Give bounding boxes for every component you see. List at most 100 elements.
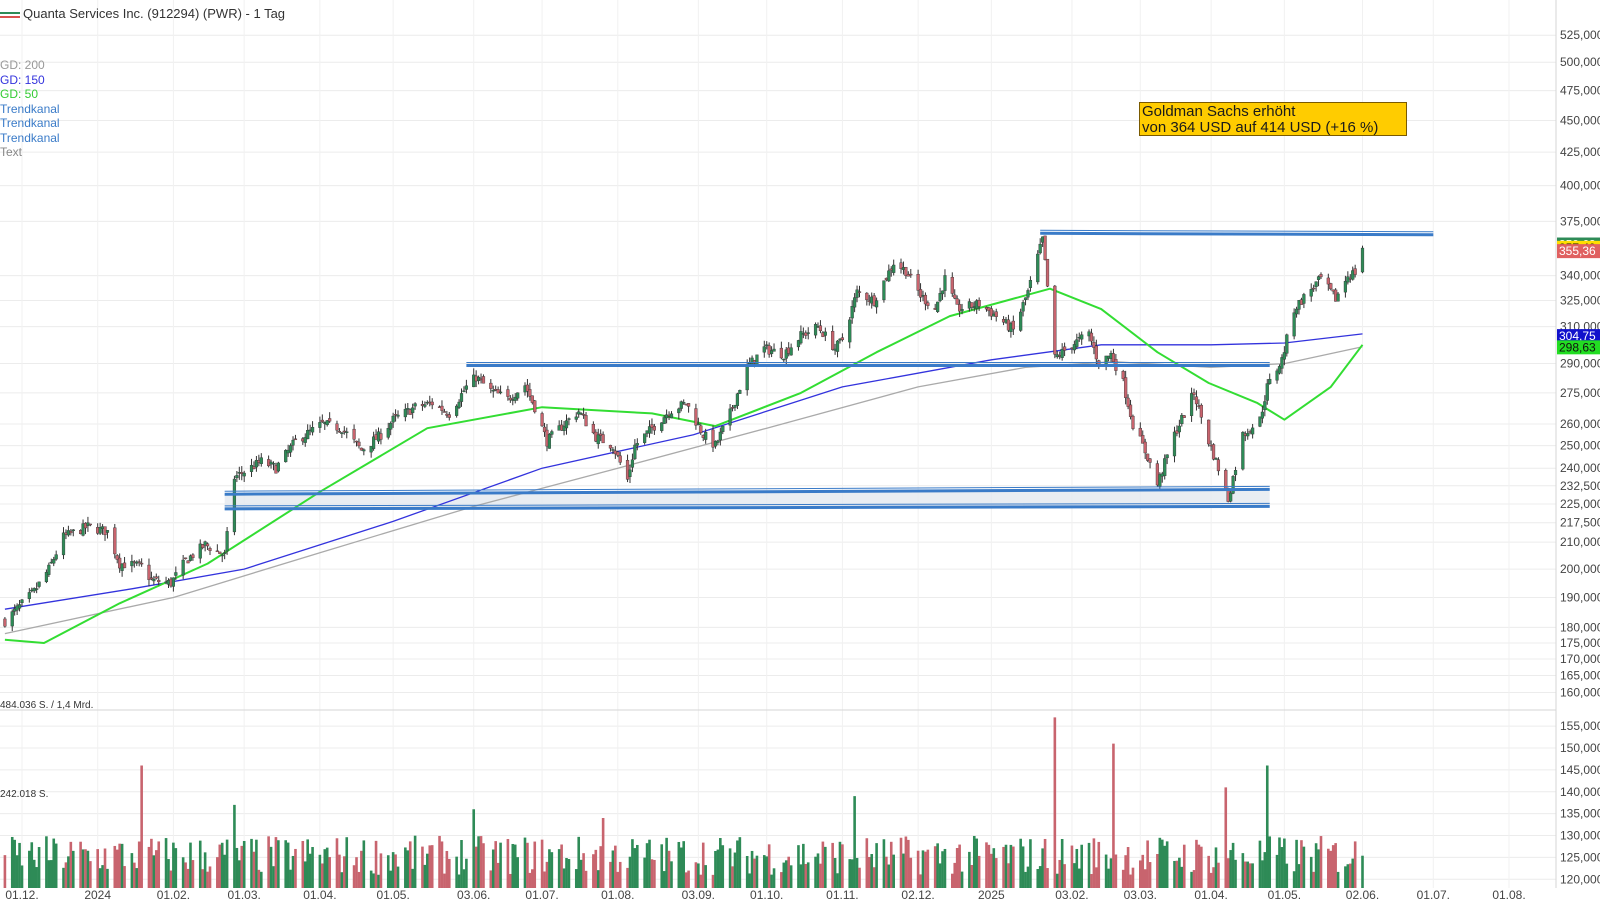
candle-body xyxy=(455,405,459,416)
volume-bar xyxy=(865,838,869,888)
volume-bar xyxy=(985,842,988,888)
legend-item[interactable]: Text xyxy=(0,145,23,159)
volume-bar xyxy=(987,844,991,888)
volume-bar xyxy=(18,842,21,888)
volume-bar xyxy=(259,871,263,888)
volume-bar xyxy=(379,853,383,888)
volume-bar xyxy=(1053,717,1057,888)
volume-bar xyxy=(216,857,219,888)
candle-body xyxy=(1233,470,1238,476)
candle-body xyxy=(1094,345,1098,360)
y-tick-label: 232,500 xyxy=(1560,479,1600,493)
candle-body xyxy=(943,275,947,291)
volume-bar xyxy=(682,841,686,888)
candle-body xyxy=(696,423,700,426)
volume-bar xyxy=(79,841,82,888)
trend-channels xyxy=(224,229,1434,511)
candle-body xyxy=(1138,427,1142,437)
volume-bar xyxy=(1129,874,1132,888)
volume-bar xyxy=(543,871,546,888)
volume-bar xyxy=(438,835,441,888)
indicator-legend: GD: 200 GD: 150 GD: 50 Trendkanal Trendkanal… xyxy=(0,58,60,160)
volume-bar xyxy=(574,869,578,888)
y-tick-label: 175,000 xyxy=(1560,636,1600,650)
volume-bar xyxy=(489,870,493,888)
candle-body xyxy=(762,346,766,353)
legend-item[interactable]: GD: 50 xyxy=(0,87,39,101)
volume-bar xyxy=(643,857,646,888)
moving-average-line xyxy=(4,333,1363,610)
candle-body xyxy=(88,523,92,526)
legend-item[interactable]: GD: 200 xyxy=(0,58,45,72)
candle-body xyxy=(713,441,718,447)
volume-bar xyxy=(772,868,776,888)
candle-body xyxy=(242,472,246,477)
volume-bar xyxy=(592,854,595,888)
candle-body xyxy=(149,577,154,580)
candle-body xyxy=(652,426,657,431)
volume-bar xyxy=(1095,867,1098,888)
candle-body xyxy=(1089,332,1094,342)
volume-bar xyxy=(1021,846,1025,888)
candle-body xyxy=(1343,280,1348,293)
volume-bar xyxy=(491,849,495,888)
volume-bar xyxy=(340,872,344,888)
volume-bar xyxy=(457,874,461,888)
volume-bar xyxy=(1090,874,1093,888)
volume-bar xyxy=(650,859,654,888)
volume-bar xyxy=(472,809,476,888)
candle-body xyxy=(1294,308,1299,315)
volume-bar xyxy=(770,874,773,888)
volume-bar xyxy=(892,854,895,888)
candle-body xyxy=(694,408,698,426)
legend-item[interactable]: GD: 150 xyxy=(0,72,45,87)
volume-bar xyxy=(968,851,971,888)
volume-bar xyxy=(499,842,502,888)
volume-tick-label: 145,000 xyxy=(1560,763,1600,777)
candle-body xyxy=(542,426,547,433)
legend-item[interactable]: Trendkanal xyxy=(0,101,60,116)
volume-bar xyxy=(1275,854,1279,888)
chart-title-text: Quanta Services Inc. (912294) (PWR) - 1 … xyxy=(23,6,286,21)
moving-average-line xyxy=(4,287,1364,644)
candle-body xyxy=(525,384,530,392)
volume-bar xyxy=(1280,847,1284,888)
volume-bar xyxy=(677,841,681,888)
volume-bar xyxy=(684,872,688,888)
volume-bar xyxy=(1246,861,1250,888)
legend-item[interactable]: Trendkanal xyxy=(0,130,60,145)
candle-body xyxy=(682,402,686,404)
volume-bar xyxy=(1214,847,1218,888)
volume-bar xyxy=(272,866,275,888)
volume-bar xyxy=(291,855,295,888)
volume-bar xyxy=(1004,844,1008,888)
volume-bar xyxy=(1126,847,1130,888)
y-tick-label: 475,000 xyxy=(1560,84,1600,98)
volume-bar xyxy=(953,862,957,888)
volume-bar xyxy=(548,849,551,888)
annotation-box[interactable]: Goldman Sachs erhöht von 364 USD auf 414… xyxy=(1139,102,1407,136)
volume-bar xyxy=(653,859,656,888)
legend-item[interactable]: Trendkanal xyxy=(0,116,60,130)
volume-bar xyxy=(1212,867,1215,888)
candle-body xyxy=(81,523,85,536)
candle-body xyxy=(738,390,742,394)
volume-bar xyxy=(421,846,424,888)
volume-bar xyxy=(821,841,825,888)
volume-bar xyxy=(731,866,734,888)
volume-bar xyxy=(955,847,959,888)
candle-body xyxy=(61,532,66,556)
candle-body xyxy=(958,304,962,312)
trend-channel-line xyxy=(224,487,1270,496)
candle-body xyxy=(1246,433,1250,437)
volume-bar xyxy=(374,840,378,888)
candle-body xyxy=(464,385,468,390)
volume-bar xyxy=(343,856,346,888)
candle-body xyxy=(745,364,749,391)
volume-bar xyxy=(858,867,861,888)
candle-body xyxy=(1251,427,1255,435)
candle-body xyxy=(191,554,195,558)
candle-body xyxy=(181,559,185,576)
volume-bar xyxy=(806,862,810,888)
candle-body xyxy=(17,604,22,609)
